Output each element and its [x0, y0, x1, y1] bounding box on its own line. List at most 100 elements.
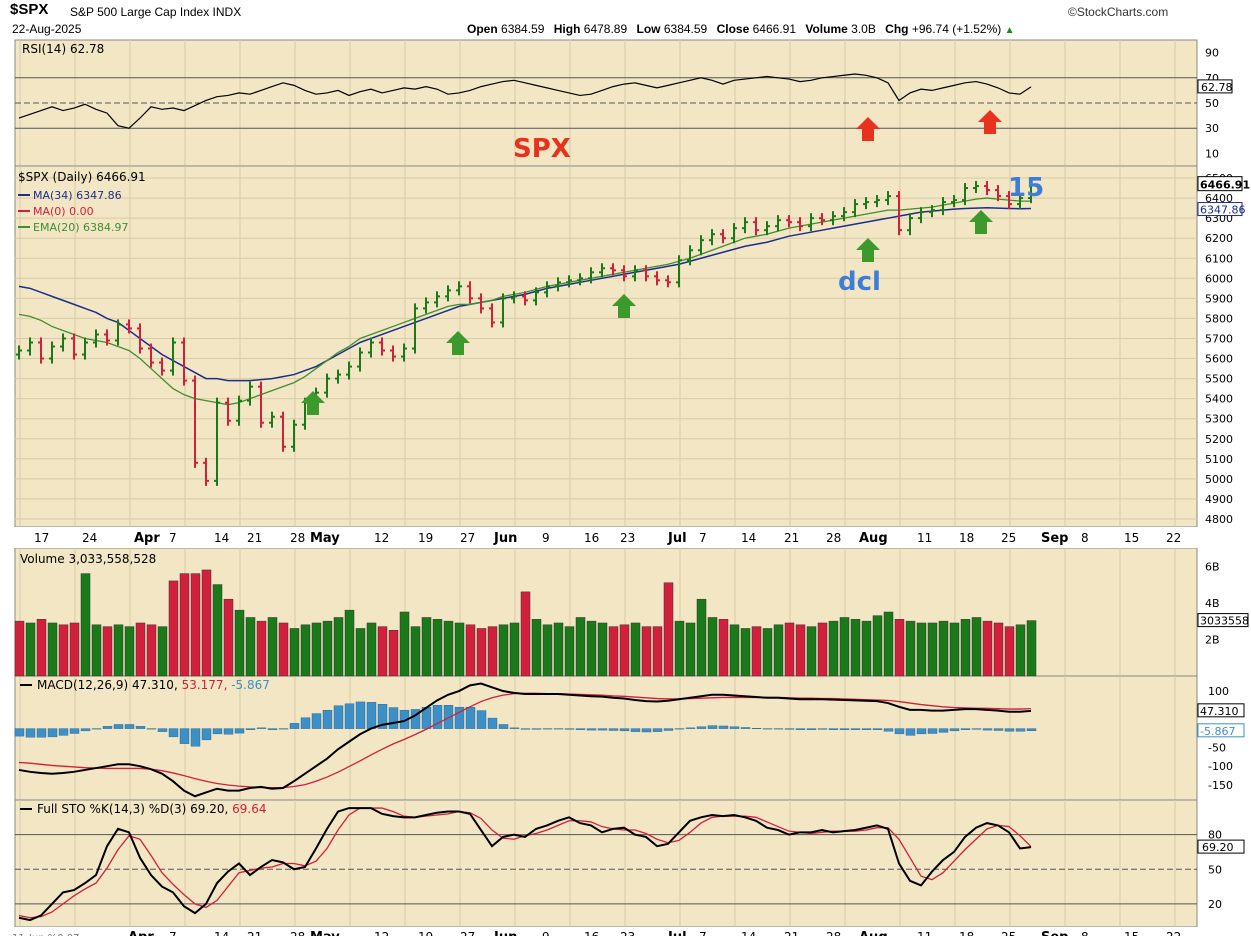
- volume-bar: [157, 626, 168, 677]
- volume-bar: [146, 624, 157, 677]
- volume-bar: [212, 584, 223, 677]
- macd-histogram-bar: [146, 728, 157, 730]
- volume-bar: [839, 617, 850, 677]
- rsi-current-label: 62.78: [1201, 81, 1233, 94]
- price-tick-label: 5700: [1205, 332, 1233, 345]
- sto-title-part: 69.64: [228, 802, 266, 816]
- rsi-line: [18, 73, 1032, 129]
- volume-bar: [355, 628, 366, 677]
- macd-histogram-bar: [784, 728, 795, 730]
- volume-bar: [817, 622, 828, 677]
- sto-title: Full STO %K(14,3) %D(3) 69.20, 69.64: [37, 802, 267, 816]
- volume-bar: [652, 626, 663, 677]
- low-label: Low: [636, 22, 661, 36]
- macd-histogram-bar: [377, 703, 388, 729]
- price-tick-label: 4800: [1205, 513, 1233, 526]
- date-axis-label: Apr: [134, 531, 160, 546]
- bottom-axis-label: 15: [1124, 930, 1139, 936]
- macd-histogram-bar: [14, 728, 25, 737]
- macd-histogram-bar: [652, 728, 663, 732]
- macd-histogram-bar: [685, 727, 696, 729]
- macd-histogram-bar: [971, 728, 982, 730]
- date-axis-label: 16: [584, 531, 599, 545]
- volume-bar: [850, 619, 861, 677]
- macd-histogram-bar: [212, 728, 223, 735]
- macd-histogram-bar: [498, 724, 509, 729]
- macd-histogram-bar: [432, 705, 443, 729]
- volume-bar: [223, 598, 234, 677]
- macd-histogram-bar: [630, 728, 641, 732]
- volume-bar: [278, 622, 289, 677]
- volume-bar: [828, 620, 839, 677]
- volume-bar: [47, 622, 58, 677]
- volume-bar: [443, 620, 454, 677]
- date-axis-label: 8: [1081, 531, 1089, 545]
- bottom-axis-label: Apr: [128, 930, 154, 936]
- volume-bar: [388, 630, 399, 677]
- volume-bar: [993, 622, 1004, 677]
- macd-histogram-bar: [223, 728, 234, 735]
- bottom-axis-label: 14: [214, 930, 229, 936]
- macd-histogram-bar: [1015, 728, 1026, 732]
- volume-bar: [520, 591, 531, 677]
- sto-current-label: 69.20: [1202, 841, 1234, 854]
- macd-histogram-bar: [476, 710, 487, 729]
- macd-histogram-bar: [520, 728, 531, 730]
- volume-label: Volume: [805, 22, 848, 36]
- volume-bar: [575, 617, 586, 677]
- macd-histogram-bar: [278, 728, 289, 730]
- price-tick-label: 5200: [1205, 433, 1233, 446]
- macd-histogram-bar: [454, 706, 465, 729]
- macd-histogram-bar: [795, 728, 806, 730]
- volume-bar: [69, 622, 80, 677]
- date-axis-band: [0, 527, 1251, 548]
- volume-bar: [971, 617, 982, 677]
- macd-histogram-bar: [751, 728, 762, 729]
- volume-bar: [168, 580, 179, 677]
- macd-histogram-bar: [916, 728, 927, 735]
- sto-tick-label: 20: [1208, 898, 1222, 911]
- bottom-axis-label: 11: [917, 930, 932, 936]
- volume-bar: [300, 624, 311, 677]
- date-axis-label: Jul: [667, 531, 687, 546]
- volume-bar: [872, 615, 883, 677]
- date-axis-label: 25: [1001, 531, 1016, 545]
- fifteen-annotation: 15: [1008, 173, 1044, 203]
- macd-histogram-bar: [333, 705, 344, 729]
- date-axis-label: 24: [82, 531, 97, 545]
- green-up-arrow-icon: [969, 210, 993, 234]
- macd-histogram-bar: [993, 728, 1004, 731]
- volume-bar: [1026, 620, 1037, 677]
- volume-bar: [938, 620, 949, 677]
- high-label: High: [553, 22, 581, 36]
- macd-histogram-bar: [256, 727, 267, 729]
- price-tick-label: 5500: [1205, 373, 1233, 386]
- date-axis-label: May: [310, 531, 340, 546]
- volume-bar: [718, 619, 729, 677]
- green-up-arrow-icon: [446, 331, 470, 355]
- date-axis-label: 21: [784, 531, 799, 545]
- dcl-annotation: dcl: [838, 267, 881, 297]
- macd-histogram-bar: [190, 728, 201, 747]
- volume-value: 3.0B: [851, 22, 876, 36]
- volume-bar: [905, 620, 916, 677]
- green-up-arrow-icon: [612, 294, 636, 318]
- green-up-arrow-icon: [301, 391, 325, 415]
- macd-histogram-bar: [806, 728, 817, 730]
- volume-bar: [531, 619, 542, 677]
- green-up-arrow-icon: [856, 238, 880, 262]
- volume-bar: [36, 619, 47, 677]
- ma-current-box: [1197, 202, 1243, 217]
- macd-histogram-bar: [762, 728, 773, 730]
- macd-histogram-bar: [410, 709, 421, 729]
- macd-histogram-bar: [663, 728, 674, 731]
- volume-bar: [311, 622, 322, 677]
- macd-current-box: [1197, 703, 1245, 718]
- macd-histogram-bar: [201, 728, 212, 741]
- chg-value: +96.74 (+1.52%): [911, 22, 1002, 36]
- volume-bar: [14, 620, 25, 677]
- volume-bar: [1015, 624, 1026, 677]
- macd-histogram-bar: [355, 701, 366, 729]
- volume-bar: [58, 624, 69, 677]
